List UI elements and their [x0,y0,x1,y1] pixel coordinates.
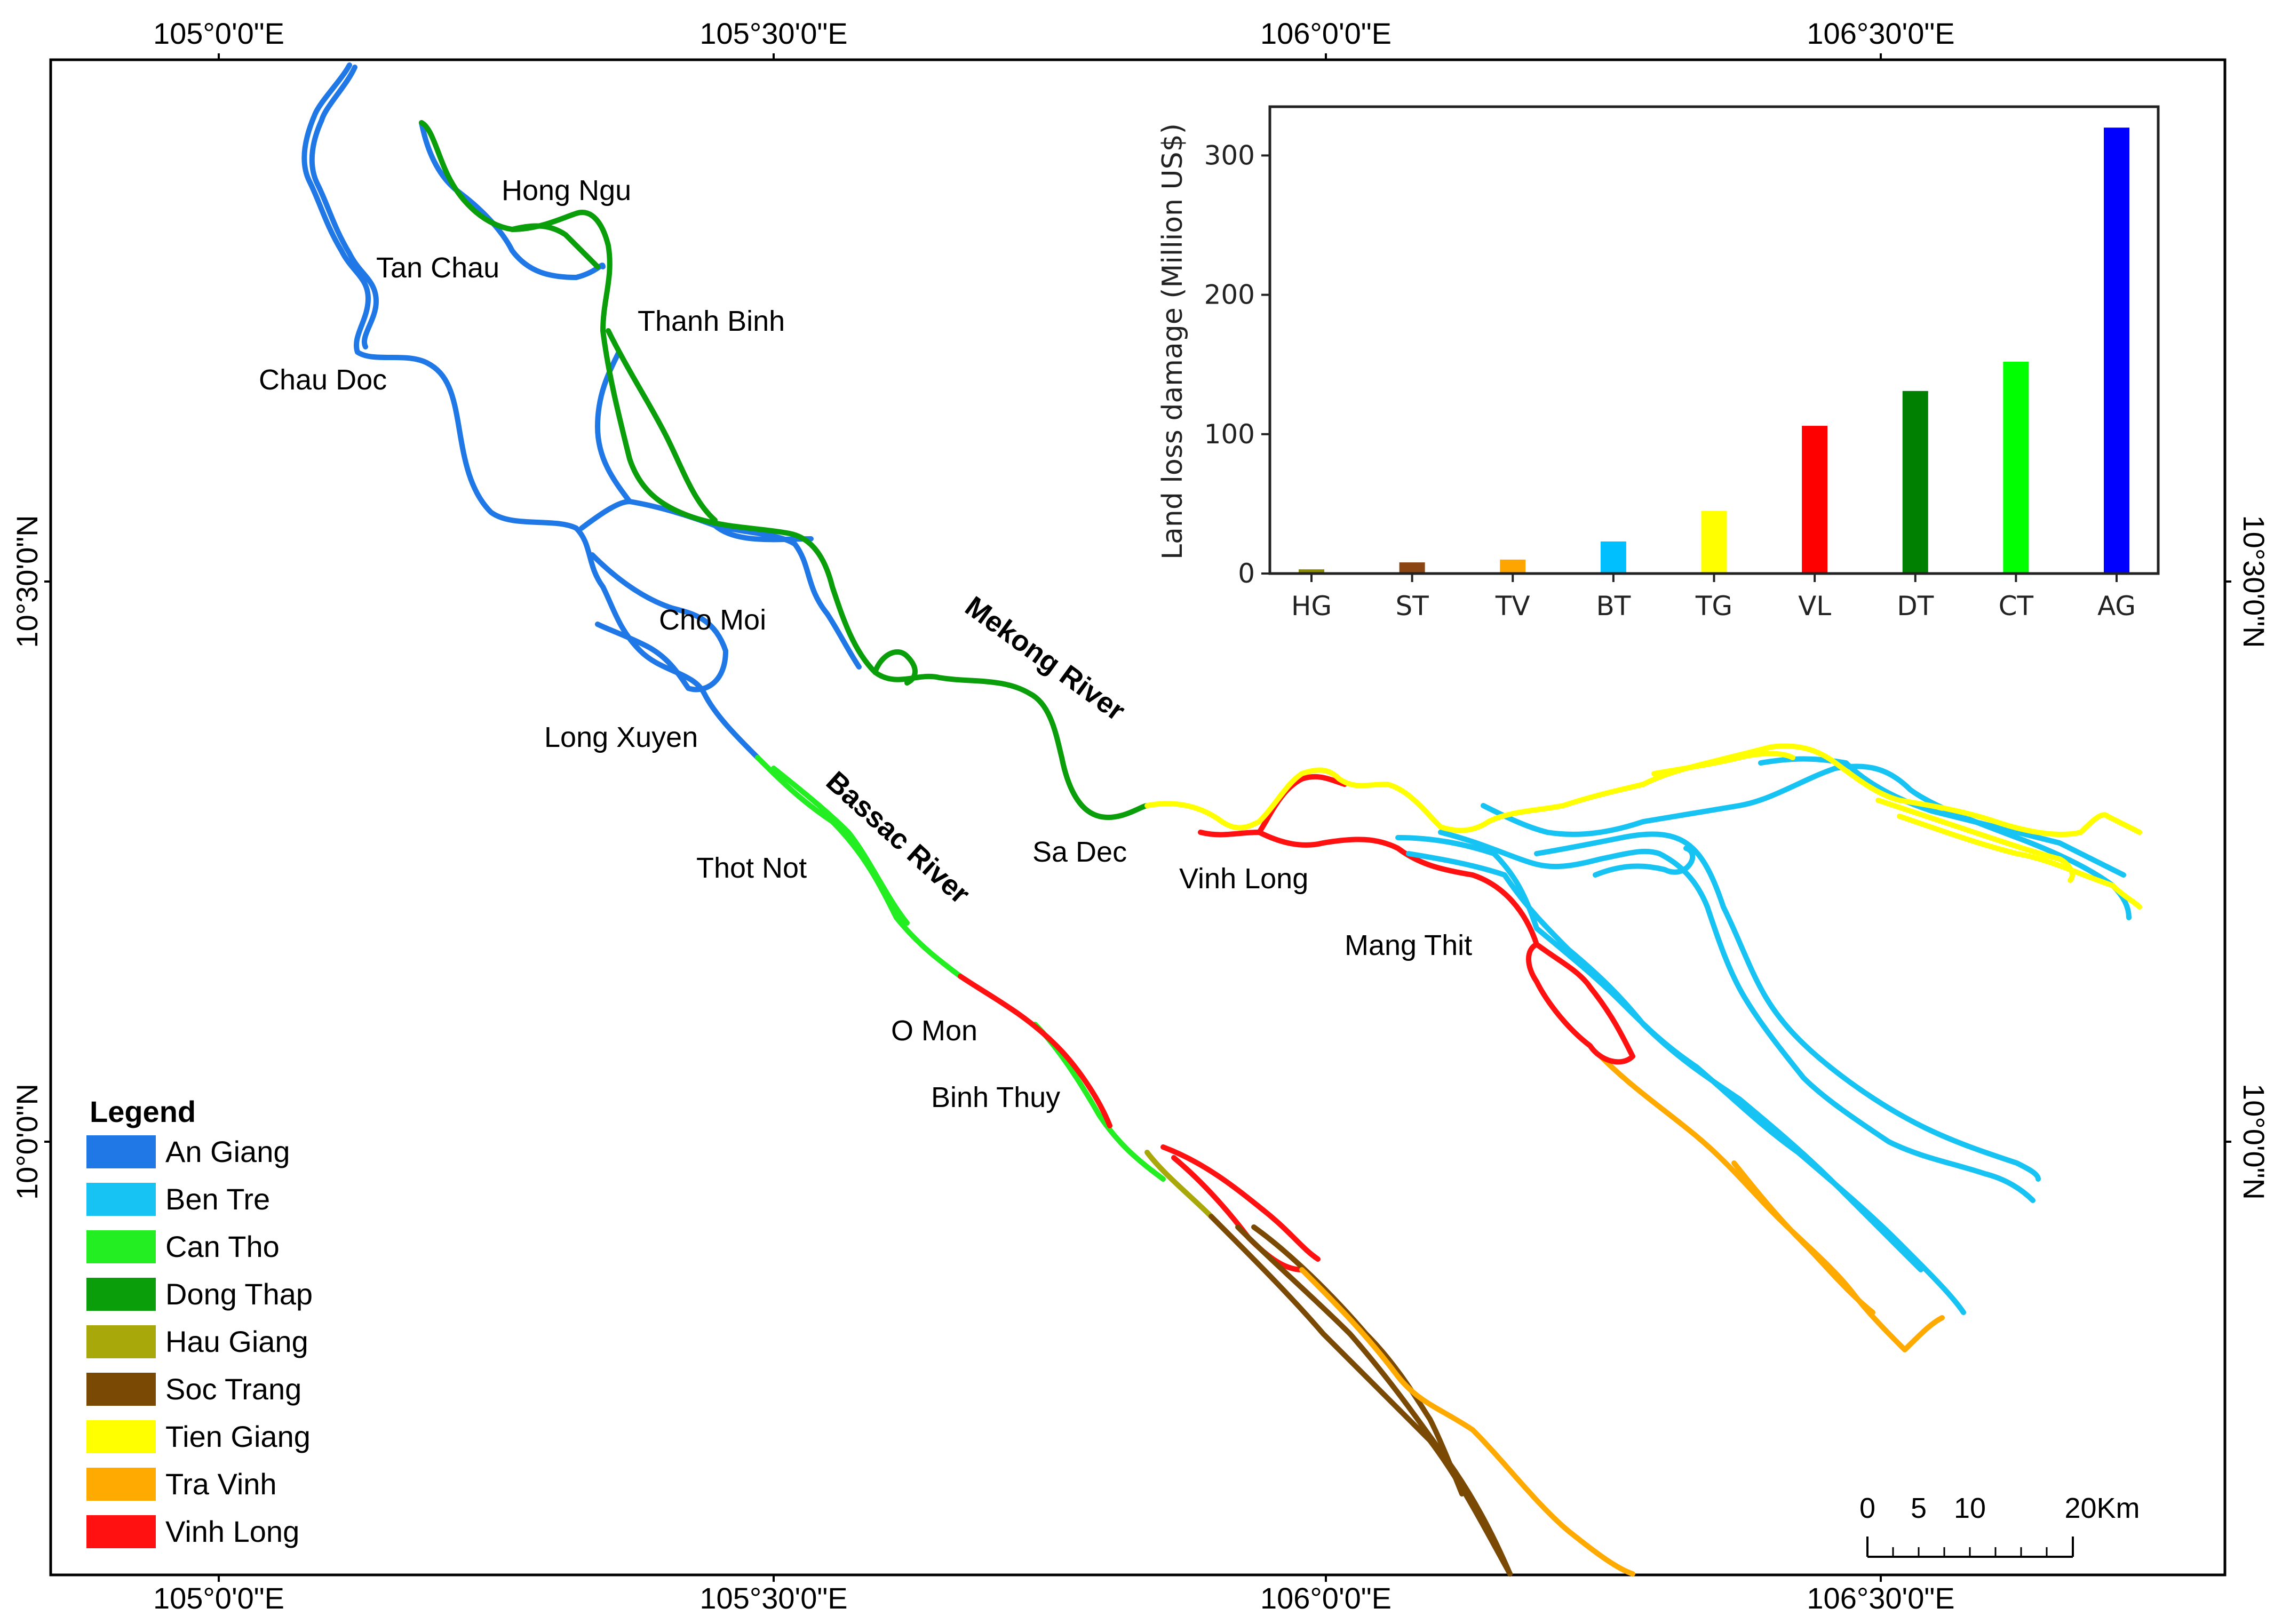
chart-y-axis-title: Land loss damage (Million US$) [1157,123,1189,560]
place-label-o-mon: O Mon [891,1015,977,1047]
scale-label: 10 [1954,1492,1986,1524]
right-coord-label: 10°0'0"N [2237,1084,2271,1200]
bar-ct [2003,361,2029,574]
top-coord-label: 105°0'0"E [153,17,284,50]
legend-label: Tra Vinh [165,1467,277,1501]
legend-swatch [86,1278,156,1311]
bar-bt [1600,541,1626,574]
legend-label: Vinh Long [165,1515,299,1548]
legend-label: An Giang [165,1135,290,1168]
legend-swatch [86,1420,156,1453]
place-label-vinh-long: Vinh Long [1179,863,1308,895]
legend-swatch [86,1135,156,1168]
x-tick-label: CT [1999,591,2034,622]
legend-swatch [86,1230,156,1263]
x-tick-label: TV [1495,591,1530,622]
scale-bar: 0 5 10 20Km [1859,1492,2140,1558]
legend-title: Legend [90,1095,196,1128]
legend-label: Ben Tre [165,1182,270,1216]
legend-label: Dong Thap [165,1277,313,1311]
place-label-tan-chau: Tan Chau [376,252,499,284]
bar-dt [1902,391,1928,574]
river-label-bassac: Bassac River [820,765,976,910]
y-tick-label: 200 [1204,280,1255,311]
legend: Legend An Giang Ben Tre Can Tho Dong Thap Ha… [86,1095,313,1548]
right-coords: 10°30'0"N 10°0'0"N [2225,515,2271,1200]
y-tick-label: 100 [1204,419,1255,450]
x-tick-label: VL [1798,591,1831,622]
x-tick-label: TG [1695,591,1732,622]
place-label-hong-ngu: Hong Ngu [502,174,631,206]
vinh-long-hau-channel [958,974,1112,1128]
x-tick-label: BT [1596,591,1631,622]
scale-label: 0 [1859,1492,1875,1524]
legend-label: Hau Giang [165,1325,308,1358]
bar-st [1399,562,1425,574]
place-label-sa-dec: Sa Dec [1032,836,1127,868]
legend-label: Can Tho [165,1230,280,1263]
top-coords: 105°0'0"E 105°30'0"E 106°0'0"E 106°30'0"… [153,17,1955,60]
bottom-coord-label: 105°0'0"E [153,1581,284,1615]
tien-giang-channel [1144,743,2142,837]
an-giang-channel [301,62,760,760]
legend-label: Tien Giang [165,1420,311,1453]
bottom-coord-label: 106°0'0"E [1260,1581,1392,1615]
left-coord-label: 10°30'0"N [10,515,44,648]
dong-thap-channel [419,120,1150,820]
map-frame [49,58,2227,1577]
tra-vinh-channel [1299,1267,1635,1577]
place-label-cho-moi: Cho Moi [659,604,766,636]
x-tick-label: ST [1395,591,1429,622]
bar-ag [2104,128,2129,574]
soc-trang-channel [1208,1214,1513,1577]
top-coord-label: 105°30'0"E [699,17,847,50]
y-tick-label: 0 [1238,558,1255,589]
river-channels [301,62,2142,1577]
top-coord-label: 106°0'0"E [1260,17,1392,50]
bar-tv [1500,559,1526,574]
x-tick-label: AG [2097,591,2136,622]
x-tick-label: DT [1897,591,1934,622]
bar-tg [1701,511,1727,574]
bar-vl [1802,426,1828,574]
place-label-binh-thuy: Binh Thuy [931,1081,1060,1113]
legend-swatch [86,1373,156,1406]
place-label-mang-thit: Mang Thit [1345,929,1472,961]
bar-hg [1299,569,1324,574]
place-label-chau-doc: Chau Doc [259,364,387,396]
chart-frame [1268,105,2160,575]
scale-label: 5 [1911,1492,1927,1524]
ben-tre-channel [1395,835,1966,1315]
left-coords: 10°30'0"N 10°0'0"N [10,515,51,1200]
top-coord-label: 106°30'0"E [1807,17,1954,50]
inset-bar-chart: 0 100 200 300 HG ST TV BT TG VL DT CT AG Land loss d… [1157,105,2160,622]
vinh-long-co-chien [1198,830,1635,1065]
bottom-coord-label: 106°30'0"E [1807,1581,1954,1615]
legend-swatch [86,1468,156,1501]
bottom-coord-label: 105°30'0"E [699,1581,847,1615]
place-label-thot-not: Thot Not [696,852,807,884]
y-tick-label: 300 [1204,140,1255,171]
scale-label: 20Km [2064,1492,2140,1524]
right-coord-label: 10°30'0"N [2237,515,2271,648]
bottom-coords: 105°0'0"E 105°30'0"E 106°0'0"E 106°30'0"… [153,1575,1955,1615]
place-label-thanh-binh: Thanh Binh [638,305,785,337]
legend-swatch [86,1515,156,1548]
hau-giang-channel [1144,1150,1214,1219]
legend-swatch [86,1183,156,1216]
left-coord-label: 10°0'0"N [10,1084,44,1200]
x-tick-label: HG [1291,591,1332,622]
place-label-long-xuyen: Long Xuyen [544,721,698,753]
legend-swatch [86,1325,156,1358]
legend-label: Soc Trang [165,1372,301,1406]
